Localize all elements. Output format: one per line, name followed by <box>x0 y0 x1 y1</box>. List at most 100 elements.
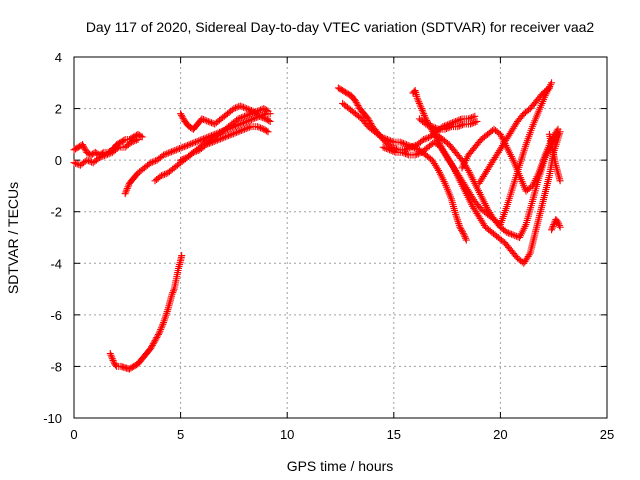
data-point <box>134 136 142 144</box>
data-point <box>150 338 158 346</box>
data-point <box>247 110 255 118</box>
data-point <box>354 101 362 109</box>
data-point <box>245 123 253 131</box>
data-point <box>508 230 516 238</box>
series-track-i <box>339 99 470 244</box>
data-point <box>105 150 113 158</box>
data-point <box>446 123 454 131</box>
data-point <box>462 234 470 242</box>
data-point <box>264 107 272 115</box>
series-track-p <box>548 215 564 234</box>
data-point <box>96 154 104 162</box>
series-track-m <box>432 130 562 241</box>
data-point <box>161 313 169 321</box>
data-point <box>460 231 468 239</box>
data-point <box>512 232 520 240</box>
data-point <box>169 147 177 155</box>
data-point <box>180 155 188 163</box>
series-track-f <box>177 102 274 133</box>
data-point <box>458 228 466 236</box>
data-point <box>398 148 406 156</box>
data-point <box>220 134 228 142</box>
data-point <box>113 145 121 153</box>
data-point <box>242 125 250 133</box>
data-point <box>202 138 210 146</box>
data-point <box>467 120 475 128</box>
data-point <box>203 117 211 125</box>
data-point <box>200 116 208 124</box>
data-point <box>245 110 253 118</box>
y-tick-label: -4 <box>50 256 62 271</box>
data-point <box>257 124 265 132</box>
data-point <box>409 143 417 151</box>
data-point <box>169 287 177 295</box>
data-point <box>234 115 242 123</box>
data-point <box>180 143 188 151</box>
data-point <box>129 137 137 145</box>
data-point <box>435 138 443 146</box>
data-point <box>545 84 553 92</box>
data-point <box>163 308 171 316</box>
y-tick-labels: -10 -8 -6 -4 -2 0 2 4 <box>43 50 62 426</box>
data-point <box>257 113 265 121</box>
data-point <box>201 116 209 124</box>
grid <box>74 57 607 418</box>
data-point <box>228 130 236 138</box>
data-point <box>388 137 396 145</box>
data-point <box>384 145 392 153</box>
data-point <box>131 137 139 145</box>
data-point <box>237 126 245 134</box>
data-point <box>353 100 361 108</box>
data-point <box>441 125 449 133</box>
data-point <box>123 186 131 194</box>
data-point <box>351 97 359 105</box>
data-point <box>79 141 87 149</box>
data-point <box>242 112 250 120</box>
data-point <box>109 356 117 364</box>
data-point <box>255 123 263 131</box>
data-point <box>128 138 136 146</box>
data-point <box>379 143 387 151</box>
data-point <box>414 150 422 158</box>
data-point <box>154 330 162 338</box>
data-point <box>177 144 185 152</box>
data-point <box>425 121 433 129</box>
data-point <box>403 141 411 149</box>
data-point <box>206 118 214 126</box>
series-track-q <box>545 130 564 185</box>
data-point <box>150 157 158 165</box>
y-tick-label: 0 <box>55 153 62 168</box>
data-point <box>110 358 118 366</box>
data-point <box>81 145 89 153</box>
data-point <box>418 105 426 113</box>
x-tick-label: 5 <box>177 427 184 442</box>
data-point <box>195 137 203 145</box>
series-track-b <box>70 136 142 169</box>
data-point <box>148 343 156 351</box>
data-point <box>168 290 176 298</box>
data-point <box>236 127 244 135</box>
data-point <box>218 134 226 142</box>
data-point <box>504 229 512 237</box>
y-tick-label: -2 <box>50 205 62 220</box>
data-point <box>453 214 461 222</box>
data-point <box>104 150 112 158</box>
data-point <box>239 126 247 134</box>
data-point <box>125 181 133 189</box>
data-point <box>406 142 414 150</box>
data-point <box>418 106 426 114</box>
data-point <box>437 143 445 151</box>
data-point <box>554 218 562 226</box>
data-point <box>168 148 176 156</box>
data-point <box>162 311 170 319</box>
data-point <box>399 139 407 147</box>
data-point <box>147 159 155 167</box>
data-point <box>549 222 557 230</box>
data-point <box>379 134 387 142</box>
data-point <box>209 119 217 127</box>
data-point <box>155 329 163 337</box>
data-point <box>386 146 394 154</box>
data-point <box>178 113 186 121</box>
series-track-o <box>475 84 553 187</box>
